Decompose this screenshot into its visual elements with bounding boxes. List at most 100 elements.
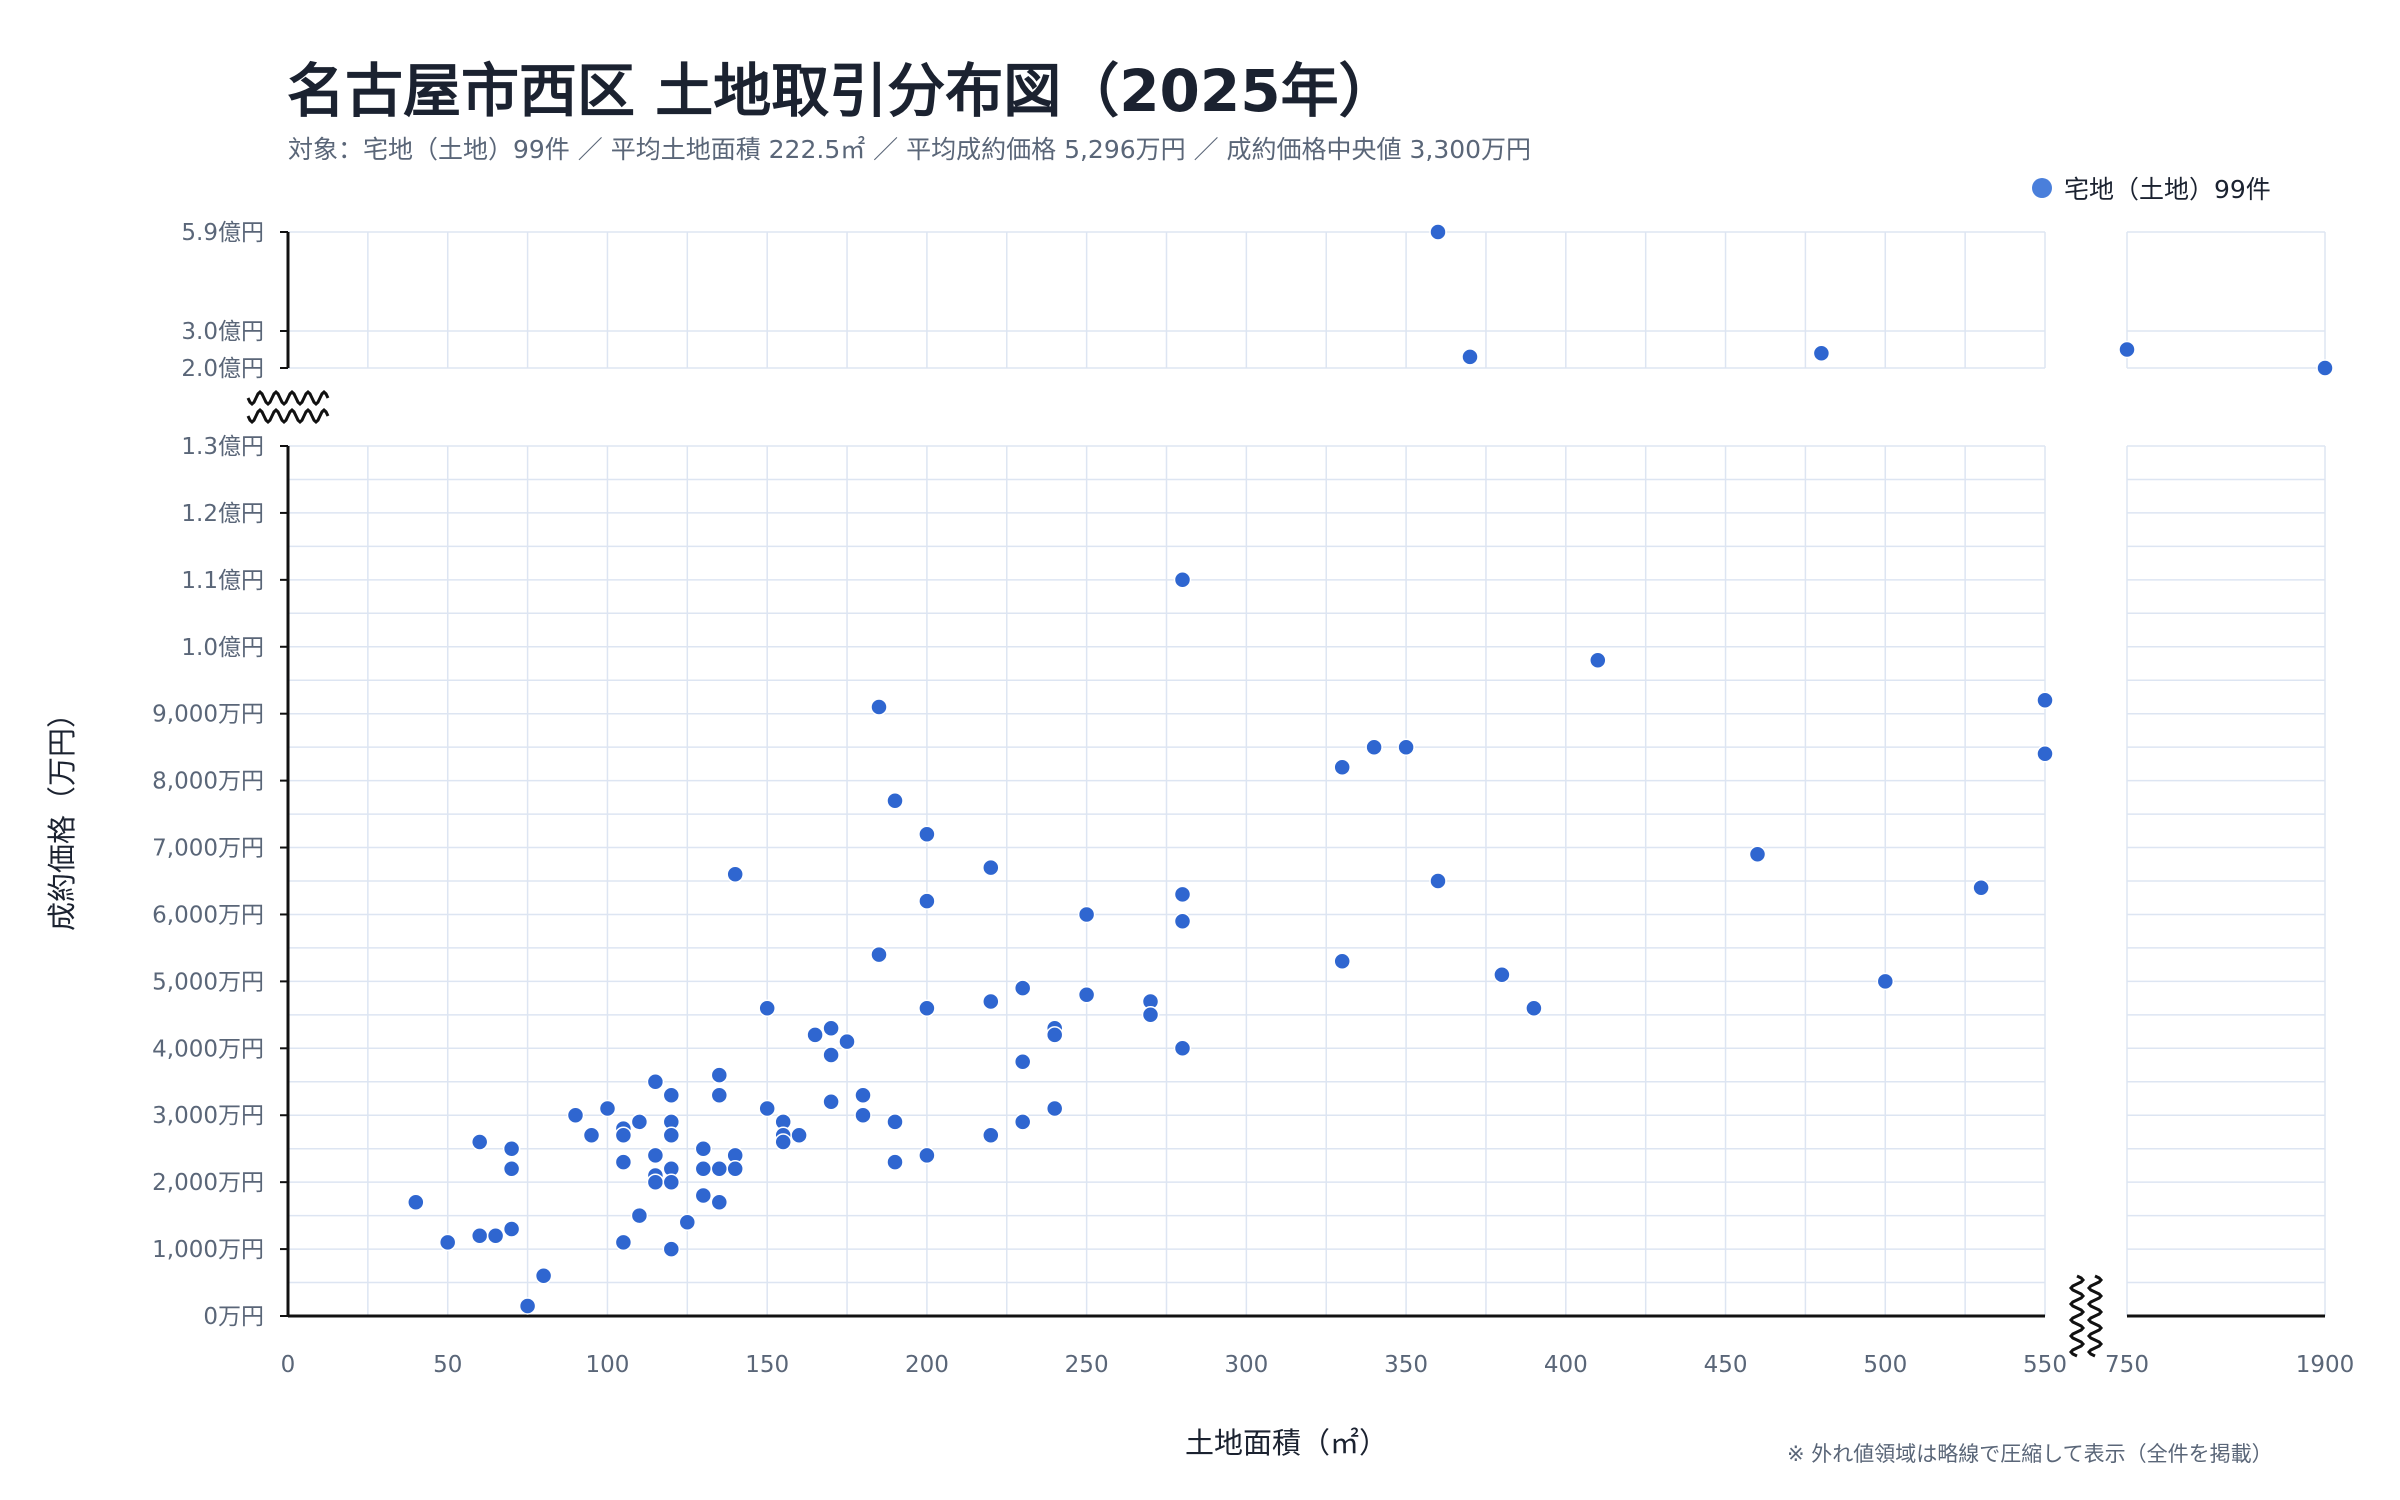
data-point: [982, 858, 1000, 877]
chart-subtitle: 対象：宅地（土地）99件 ／ 平均土地面積 222.5㎡ ／ 平均成約価格 5,…: [288, 135, 1532, 164]
x-tick-label: 550: [2023, 1352, 2067, 1378]
data-point: [918, 1146, 936, 1165]
y-tick-label: 8,000万円: [152, 769, 264, 795]
data-point: [1876, 972, 1895, 991]
y-axis-break-mark: [246, 389, 330, 407]
x-tick-label: 100: [586, 1352, 630, 1378]
data-point: [1173, 571, 1192, 589]
legend-label: 宅地（土地）99件: [2064, 175, 2271, 204]
data-point: [822, 1046, 840, 1064]
y-tick-label: 1.2億円: [181, 501, 264, 527]
data-point: [646, 1173, 665, 1191]
y-tick-label: 4,000万円: [152, 1036, 264, 1062]
x-tick-label: 500: [1863, 1352, 1907, 1378]
data-point: [1173, 912, 1192, 930]
y-tick-label: 1,000万円: [152, 1237, 264, 1263]
x-tick-label: 0: [281, 1352, 296, 1378]
data-point: [2036, 745, 2054, 763]
data-point: [1141, 1006, 1160, 1024]
x-tick-label: 350: [1384, 1352, 1428, 1378]
data-point: [1589, 651, 1607, 669]
x-tick-label: 300: [1224, 1352, 1268, 1378]
data-point: [710, 1193, 729, 1211]
data-point: [534, 1267, 553, 1285]
data-point: [518, 1297, 537, 1315]
data-point: [662, 1173, 681, 1191]
data-point: [1461, 348, 1479, 366]
data-point: [2036, 691, 2054, 710]
data-point: [614, 1233, 633, 1252]
data-point: [566, 1106, 585, 1124]
data-point: [486, 1226, 505, 1245]
y-tick-label: 5.9億円: [181, 220, 264, 246]
data-point: [790, 1126, 808, 1145]
data-point: [822, 1093, 840, 1111]
data-point: [918, 892, 936, 910]
data-point: [502, 1139, 521, 1158]
x-axis-break-mark: [2086, 1274, 2104, 1358]
data-point: [694, 1186, 713, 1205]
data-point: [1429, 872, 1447, 890]
data-point: [1077, 986, 1096, 1004]
data-point: [438, 1233, 457, 1252]
data-point: [598, 1099, 617, 1118]
x-tick-label: 200: [905, 1352, 949, 1378]
data-point: [710, 1066, 729, 1084]
y-tick-label: 3,000万円: [152, 1103, 264, 1129]
data-point: [1525, 999, 1543, 1017]
y-tick-label: 0万円: [203, 1304, 264, 1330]
x-tick-label: 1900: [2296, 1352, 2355, 1378]
data-point: [1972, 878, 1990, 897]
data-point: [2118, 340, 2136, 359]
data-point: [662, 1126, 681, 1145]
data-point: [854, 1106, 872, 1124]
y-axis-label: 成約価格（万円）: [45, 698, 79, 932]
x-axis-break-mark: [2068, 1274, 2086, 1358]
legend-marker: [2032, 178, 2052, 198]
data-point: [614, 1126, 633, 1145]
data-point: [646, 1146, 665, 1165]
data-point: [662, 1240, 681, 1258]
data-point: [407, 1193, 425, 1211]
data-point: [1333, 952, 1351, 971]
data-point: [982, 1126, 1000, 1145]
data-point: [854, 1086, 872, 1104]
data-point: [982, 992, 1000, 1011]
y-tick-label: 6,000万円: [152, 902, 264, 928]
y-tick-label: 3.0億円: [181, 319, 264, 345]
data-point: [1333, 758, 1351, 776]
data-point: [1493, 965, 1511, 984]
y-axis-break-mark: [246, 407, 330, 425]
y-tick-label: 1.1億円: [181, 568, 264, 594]
data-point: [1397, 738, 1415, 756]
data-point: [774, 1133, 792, 1151]
y-tick-label: 1.3億円: [181, 434, 264, 460]
data-point: [1013, 979, 1032, 997]
legend: 宅地（土地）99件: [2032, 170, 2271, 206]
data-point: [470, 1226, 489, 1245]
data-point: [886, 1153, 904, 1171]
data-point: [470, 1133, 489, 1151]
data-point: [1365, 738, 1383, 756]
data-point: [870, 698, 888, 716]
data-point: [710, 1086, 729, 1104]
data-point: [630, 1206, 649, 1225]
data-point: [726, 1160, 744, 1178]
data-point: [502, 1160, 521, 1178]
data-point: [1077, 905, 1096, 924]
data-point: [710, 1160, 729, 1178]
data-point: [726, 865, 744, 884]
y-tick-label: 2.0億円: [181, 356, 264, 382]
x-tick-label: 400: [1544, 1352, 1588, 1378]
data-point: [1045, 1026, 1064, 1044]
data-point: [838, 1032, 856, 1051]
y-tick-label: 9,000万円: [152, 702, 264, 728]
data-point: [1013, 1113, 1032, 1131]
data-point: [662, 1086, 681, 1104]
data-point: [1748, 845, 1767, 863]
data-point: [918, 999, 936, 1017]
data-point: [502, 1220, 521, 1238]
data-point: [758, 1099, 776, 1118]
data-point: [886, 791, 904, 810]
